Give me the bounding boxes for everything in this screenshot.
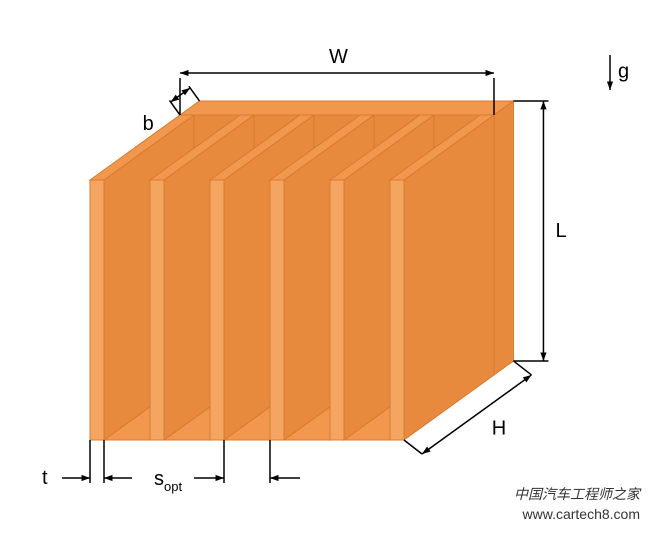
watermark-block: 中国汽车工程师之家 www.cartech8.com bbox=[514, 486, 640, 525]
svg-text:t: t bbox=[42, 467, 48, 489]
svg-text:sopt: sopt bbox=[154, 468, 182, 494]
svg-text:L: L bbox=[555, 220, 566, 242]
svg-text:H: H bbox=[492, 417, 506, 439]
svg-text:g: g bbox=[618, 61, 629, 83]
svg-text:b: b bbox=[143, 113, 154, 135]
svg-text:W: W bbox=[329, 46, 348, 68]
watermark-text-cn: 中国汽车工程师之家 bbox=[514, 486, 640, 506]
watermark-text-url: www.cartech8.com bbox=[514, 505, 640, 525]
